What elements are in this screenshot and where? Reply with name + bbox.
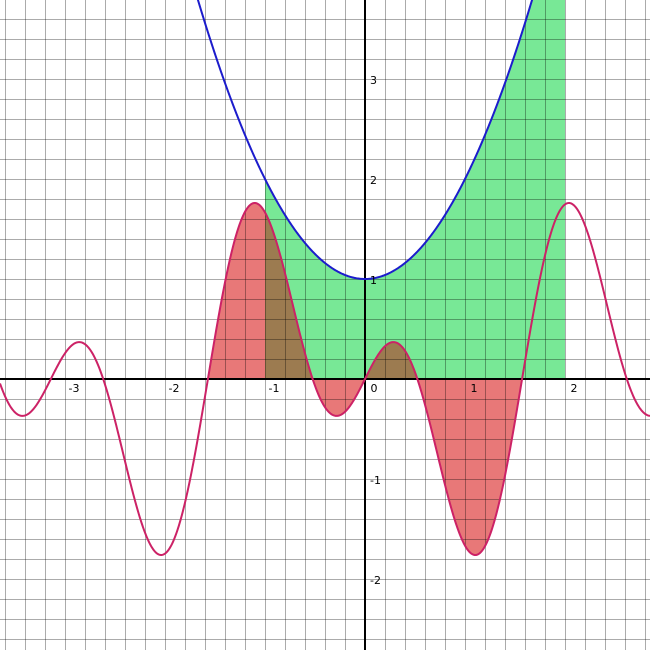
y-tick-label: -1: [370, 474, 381, 487]
x-tick-label: 0: [371, 382, 378, 395]
y-tick-label: 1: [370, 274, 377, 287]
shaded-areas: [207, 0, 565, 556]
overlap-shaded-area: [265, 202, 523, 379]
curve-oscillating: [0, 201, 650, 557]
curves: [0, 0, 650, 557]
x-tick-label: -3: [69, 382, 80, 395]
y-tick-label: 2: [370, 174, 377, 187]
y-tick-label: -2: [370, 574, 381, 587]
y-tick-label: 3: [370, 74, 377, 87]
x-tick-label: 2: [571, 382, 578, 395]
green-shaded-area: [265, 0, 565, 379]
x-tick-label: -1: [269, 382, 280, 395]
curve-parabola: [196, 0, 534, 280]
x-tick-label: 1: [471, 382, 478, 395]
tick-labels: -3 -2 -1 0 1 2 3 2 1 -1 -2: [69, 74, 578, 587]
x-tick-label: -2: [169, 382, 180, 395]
